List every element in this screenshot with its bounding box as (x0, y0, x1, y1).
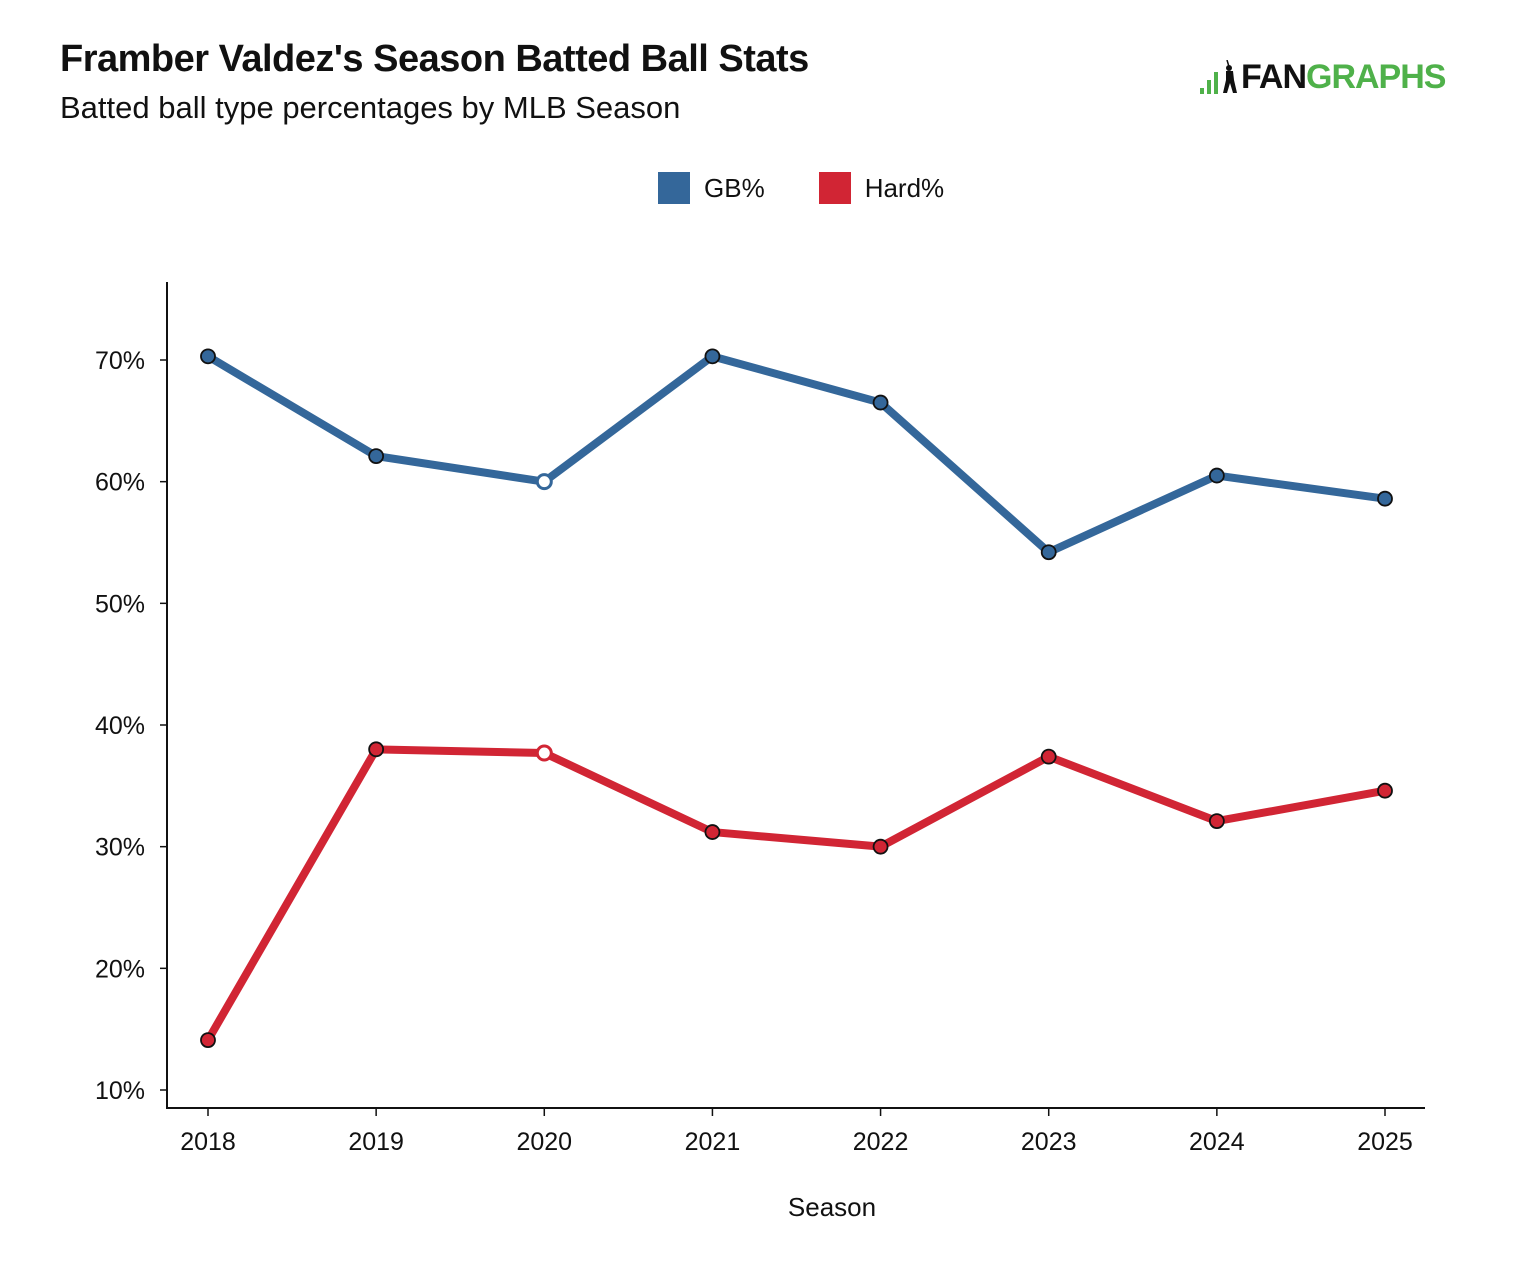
fangraphs-logo: FAN GRAPHS (1200, 54, 1446, 96)
data-point-gb-2024 (1208, 467, 1225, 484)
x-tick-label: 2019 (348, 1128, 404, 1156)
data-point-hard-2020 (535, 744, 553, 762)
y-tick-label: 50% (95, 590, 145, 618)
data-point-hard-2024 (1208, 813, 1225, 830)
x-tick-label: 2018 (180, 1128, 236, 1156)
legend-swatch-gb (658, 172, 690, 204)
data-point-hard-2022 (872, 838, 889, 855)
data-point-gb-2022 (872, 394, 889, 411)
data-point-hard-2019 (368, 741, 385, 758)
batter-silhouette-icon (1223, 60, 1237, 93)
data-point-hard-2021 (704, 824, 721, 840)
marker-layer (200, 348, 1393, 1049)
series-line-hard (204, 745, 1389, 1045)
data-point-hard-2023 (1040, 748, 1057, 765)
logo-bars-icon (1200, 60, 1218, 94)
x-tick-label: 2024 (1189, 1128, 1245, 1156)
data-point-gb-2023 (1040, 544, 1057, 561)
series-layer (204, 352, 1389, 1045)
data-point-gb-2020 (535, 473, 553, 491)
axes: 10% 20% 30% 40% 50% 60% 70% 2018 2019 2020 2021 202… (95, 282, 1425, 1222)
legend-swatch-hard (818, 172, 851, 204)
x-tick-label: 2020 (516, 1128, 572, 1156)
chart-title: Framber Valdez's Season Batted Ball Stat… (60, 38, 809, 80)
x-tick-label: 2021 (685, 1128, 741, 1156)
series-line-gb (204, 352, 1389, 557)
legend-item-hard[interactable]: Hard% (818, 172, 945, 204)
data-point-hard-2018 (200, 1032, 216, 1049)
y-tick-label: 70% (95, 347, 145, 375)
data-point-gb-2025 (1377, 490, 1393, 507)
legend-item-gb[interactable]: GB% (658, 172, 765, 204)
x-tick-label: 2025 (1357, 1128, 1413, 1156)
legend: GB% Hard% (658, 172, 998, 204)
x-axis-title: Season (788, 1192, 876, 1222)
x-tick-label: 2022 (853, 1128, 909, 1156)
data-point-hard-2025 (1377, 782, 1393, 799)
x-tick-label: 2023 (1021, 1128, 1077, 1156)
legend-label-gb: GB% (704, 172, 765, 203)
legend-label-hard: Hard% (864, 172, 945, 203)
data-point-gb-2018 (200, 348, 216, 365)
y-tick-label: 30% (95, 834, 145, 862)
logo-text-graphs: GRAPHS (1306, 58, 1446, 96)
y-tick-label: 10% (95, 1077, 145, 1105)
y-tick-label: 40% (95, 712, 145, 740)
logo-text-fan: FAN (1241, 58, 1307, 96)
data-point-gb-2019 (368, 448, 385, 465)
data-point-gb-2021 (704, 348, 721, 365)
chart-subtitle: Batted ball type percentages by MLB Seas… (60, 90, 681, 125)
y-tick-label: 20% (95, 955, 145, 983)
y-tick-label: 60% (95, 469, 145, 497)
